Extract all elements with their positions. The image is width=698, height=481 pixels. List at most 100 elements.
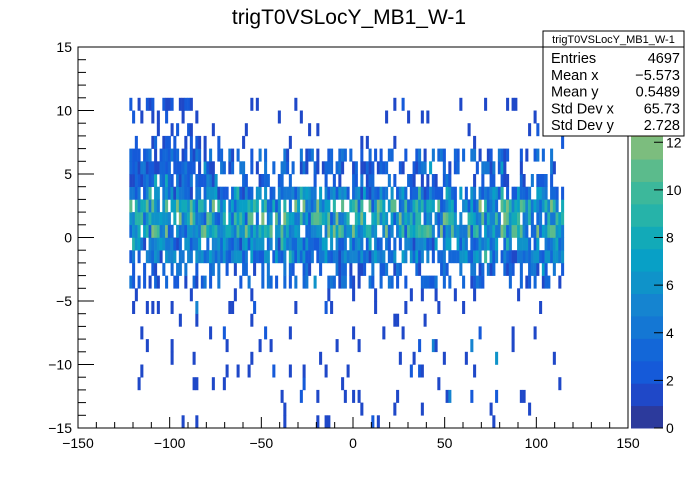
histogram-cell xyxy=(189,148,193,162)
histogram-cell xyxy=(561,224,565,238)
histogram-cell xyxy=(382,224,386,238)
histogram-cell xyxy=(275,212,279,226)
histogram-cell xyxy=(181,161,185,175)
histogram-cell xyxy=(209,262,213,276)
histogram-cell xyxy=(409,237,413,251)
histogram-cell xyxy=(134,199,138,213)
histogram-cell xyxy=(503,237,507,251)
histogram-cell xyxy=(393,135,397,149)
histogram-cell xyxy=(305,275,309,289)
histogram-cell xyxy=(495,389,499,403)
histogram-cell xyxy=(514,199,518,213)
histogram-cell xyxy=(151,237,155,251)
histogram-cell xyxy=(308,212,312,226)
histogram-cell xyxy=(437,199,441,213)
histogram-cell xyxy=(352,389,356,403)
histogram-cell xyxy=(239,161,243,175)
histogram-cell xyxy=(374,199,378,213)
histogram-cell xyxy=(486,148,490,162)
histogram-cell xyxy=(536,250,540,264)
histogram-cell xyxy=(129,148,133,162)
histogram-cell xyxy=(442,224,446,238)
histogram-cell xyxy=(437,224,441,238)
histogram-cell xyxy=(495,250,499,264)
histogram-cell xyxy=(184,135,188,149)
stats-value: 2.728 xyxy=(644,118,680,134)
histogram-cell xyxy=(288,237,292,251)
histogram-cell xyxy=(173,250,177,264)
stats-label: Mean y xyxy=(551,85,599,101)
histogram-cell xyxy=(132,186,136,200)
histogram-cell xyxy=(517,288,521,302)
histogram-cell xyxy=(354,237,358,251)
histogram-cell xyxy=(536,186,540,200)
histogram-cell xyxy=(272,161,276,175)
histogram-cell xyxy=(335,161,339,175)
histogram-cell xyxy=(365,250,369,264)
histogram-cell xyxy=(283,237,287,251)
histogram-cell xyxy=(525,250,529,264)
histogram-cell xyxy=(453,288,457,302)
histogram-cell xyxy=(396,313,400,327)
histogram-cell xyxy=(178,237,182,251)
histogram-cell xyxy=(343,224,347,238)
histogram-cell xyxy=(448,199,452,213)
histogram-cell xyxy=(209,174,213,187)
histogram-cell xyxy=(492,250,496,264)
histogram-cell xyxy=(561,237,565,251)
histogram-cell xyxy=(275,275,279,289)
histogram-cell xyxy=(360,237,364,251)
histogram-cell xyxy=(338,212,342,226)
histogram-cell xyxy=(151,262,155,276)
histogram-cell xyxy=(533,199,537,213)
histogram-cell xyxy=(368,224,372,238)
y-tick-label: −5 xyxy=(56,293,72,309)
histogram-cell xyxy=(264,161,268,175)
stats-box[interactable]: trigT0VSLocY_MB1_W-1 Entries 4697 Mean x −5… xyxy=(542,30,685,137)
histogram-cell xyxy=(151,199,155,213)
histogram-cell xyxy=(308,262,312,276)
histogram-cell xyxy=(357,275,361,289)
histogram-cell xyxy=(541,262,545,276)
histogram-cell xyxy=(316,161,320,175)
histogram-cell xyxy=(539,212,543,226)
histogram-cell xyxy=(222,326,226,340)
histogram-cell xyxy=(264,174,268,187)
histogram-cell xyxy=(148,199,152,213)
histogram-cell xyxy=(467,212,471,226)
histogram-cell xyxy=(533,110,537,124)
histogram-cell xyxy=(459,250,463,264)
histogram-cell xyxy=(228,199,232,213)
histogram-cell xyxy=(462,199,466,213)
histogram-cell xyxy=(478,250,482,264)
histogram-cell xyxy=(459,262,463,276)
histogram-cell xyxy=(236,250,240,264)
histogram-cell xyxy=(313,224,317,238)
histogram-cell xyxy=(437,301,441,314)
histogram-cell xyxy=(456,148,460,162)
histogram-cell xyxy=(420,402,424,416)
histogram-cell xyxy=(327,199,331,213)
histogram-cell xyxy=(522,389,526,403)
histogram-cell xyxy=(418,237,422,251)
histogram-cell xyxy=(195,377,199,391)
histogram-cell xyxy=(387,237,391,251)
histogram-cell xyxy=(371,212,375,226)
histogram-cell xyxy=(148,148,152,162)
histogram-cell xyxy=(294,186,298,200)
stats-label: Mean x xyxy=(551,68,599,84)
histogram-cell xyxy=(330,237,334,251)
histogram-cell xyxy=(206,174,210,187)
histogram-cell xyxy=(195,212,199,226)
histogram-cell xyxy=(365,161,369,175)
histogram-cell xyxy=(437,250,441,264)
histogram-cell xyxy=(486,262,490,276)
histogram-cell xyxy=(533,275,537,289)
histogram-cell xyxy=(519,148,523,162)
histogram-cell xyxy=(371,224,375,238)
histogram-cell xyxy=(129,97,133,111)
histogram-cell xyxy=(283,415,287,429)
histogram-cell xyxy=(209,161,213,175)
histogram-cell xyxy=(140,326,144,340)
histogram-cell xyxy=(170,351,174,365)
